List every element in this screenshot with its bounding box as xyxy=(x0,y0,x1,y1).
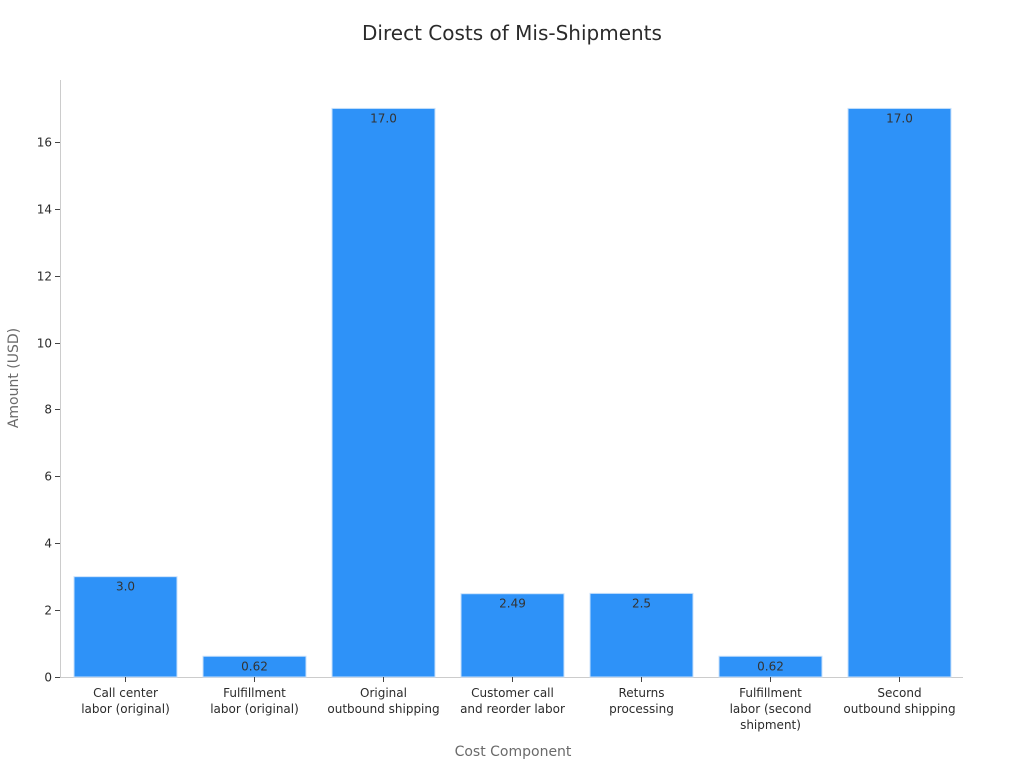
x-tick-label-line: labor (second xyxy=(730,702,812,716)
y-tick-label: 10 xyxy=(37,337,52,351)
bar-value-label: 0.62 xyxy=(241,659,268,673)
bar xyxy=(460,593,565,678)
y-tick-label: 6 xyxy=(44,470,52,484)
bar-value-label: 17.0 xyxy=(370,111,397,125)
bar xyxy=(73,576,178,678)
y-ticks: 0 2 4 6 8 10 12 14 16 xyxy=(37,136,60,685)
y-tick-label: 16 xyxy=(37,136,52,150)
x-tick-label-line: Returns xyxy=(618,686,664,700)
y-tick-label: 2 xyxy=(44,604,52,618)
x-tick-label-line: Customer call xyxy=(471,686,554,700)
x-ticks: Call center labor (original) Fulfillment la… xyxy=(81,677,956,732)
x-axis-label: Cost Component xyxy=(455,744,572,760)
y-tick-label: 14 xyxy=(37,203,52,217)
x-tick-label-line: labor (original) xyxy=(81,702,170,716)
bar-value-label: 2.5 xyxy=(632,596,651,610)
x-tick-label-line: and reorder labor xyxy=(460,702,565,716)
x-tick-label-line: labor (original) xyxy=(210,702,299,716)
y-tick-label: 0 xyxy=(44,671,52,685)
bar-value-label: 17.0 xyxy=(886,111,913,125)
y-tick-label: 12 xyxy=(37,270,52,284)
x-tick-label: Returns processing xyxy=(609,686,674,716)
x-tick-label-line: Fulfillment xyxy=(223,686,286,700)
y-tick-label: 4 xyxy=(44,537,52,551)
bars: 3.0 0.62 17.0 2.49 2.5 0.62 17.0 xyxy=(73,107,952,678)
x-tick-label-line: Second xyxy=(877,686,921,700)
x-tick-label-line: Original xyxy=(360,686,407,700)
y-tick-label: 8 xyxy=(44,403,52,417)
x-tick-label-line: outbound shipping xyxy=(843,702,955,716)
x-tick-label: Fulfillment labor (second shipment) xyxy=(730,686,812,732)
chart-title: Direct Costs of Mis-Shipments xyxy=(362,21,662,45)
x-tick-label: Original outbound shipping xyxy=(327,686,439,716)
x-tick-label: Call center labor (original) xyxy=(81,686,170,716)
x-tick-label-line: Call center xyxy=(93,686,158,700)
x-tick-label-line: processing xyxy=(609,702,674,716)
x-tick-label: Second outbound shipping xyxy=(843,686,955,716)
bar-value-label: 2.49 xyxy=(499,597,526,611)
x-tick-label: Fulfillment labor (original) xyxy=(210,686,299,716)
bar xyxy=(331,107,436,678)
x-tick-label-line: outbound shipping xyxy=(327,702,439,716)
bar-value-label: 3.0 xyxy=(116,580,135,594)
y-axis-label: Amount (USD) xyxy=(6,328,22,428)
bar-value-label: 0.62 xyxy=(757,659,784,673)
bar xyxy=(847,107,952,678)
x-tick-label-line: shipment) xyxy=(740,718,801,732)
x-tick-label: Customer call and reorder labor xyxy=(460,686,565,716)
bar xyxy=(589,592,694,678)
x-tick-label-line: Fulfillment xyxy=(739,686,802,700)
